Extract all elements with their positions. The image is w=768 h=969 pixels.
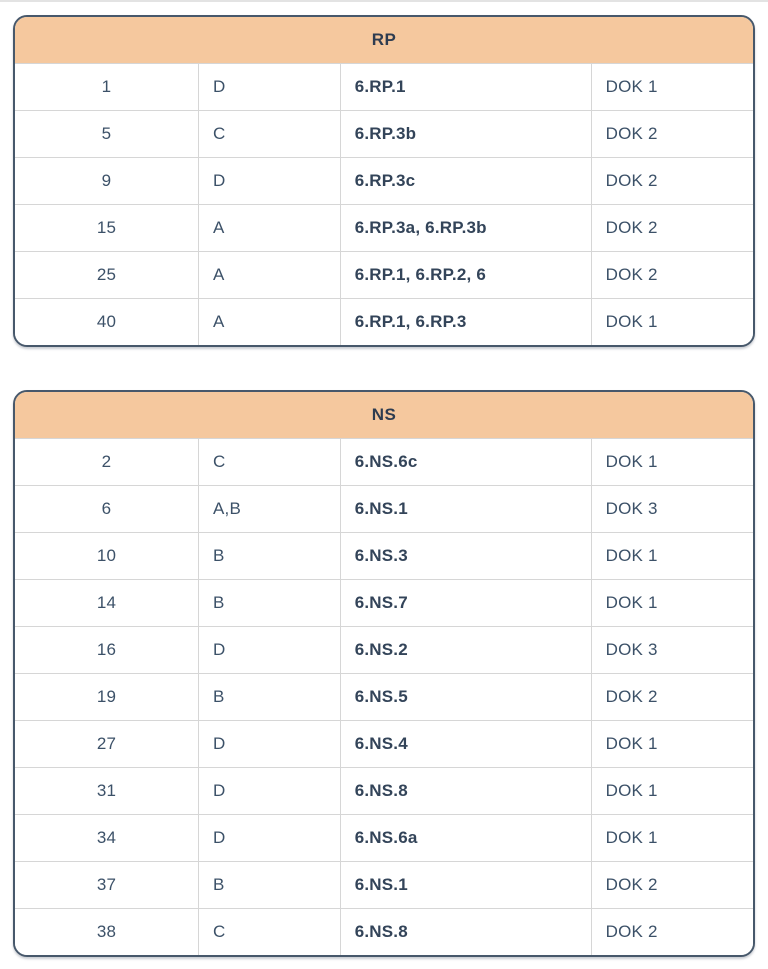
standard-code-cell: 6.RP.3b [339, 111, 591, 157]
question-number-cell: 14 [96, 593, 117, 612]
table-row: 31 D 6.NS.8 DOK 1 [15, 767, 753, 814]
answer-choice-cell: B [198, 674, 340, 720]
answer-choice-cell: A,B [198, 486, 340, 532]
dok-level-cell: DOK 2 [590, 909, 753, 955]
dok-level-cell: DOK 2 [590, 862, 753, 908]
answer-choice-cell: C [198, 439, 340, 485]
table-title: NS [15, 392, 753, 438]
standard-code-cell: 6.RP.1 [339, 64, 591, 110]
answer-choice-cell: C [198, 111, 340, 157]
standard-code-cell: 6.RP.3a, 6.RP.3b [339, 205, 591, 251]
answer-choice-cell: C [198, 909, 340, 955]
dok-level-cell: DOK 2 [590, 674, 753, 720]
table-row: 34 D 6.NS.6a DOK 1 [15, 814, 753, 861]
table-row: 40 A 6.RP.1, 6.RP.3 DOK 1 [15, 298, 753, 345]
answer-choice-cell: D [198, 815, 340, 861]
answer-choice-cell: D [198, 158, 340, 204]
table-row: 9 D 6.RP.3c DOK 2 [15, 157, 753, 204]
dok-level-cell: DOK 2 [590, 252, 753, 298]
standard-code-cell: 6.NS.8 [339, 768, 591, 814]
top-divider [0, 0, 768, 2]
dok-level-cell: DOK 3 [590, 486, 753, 532]
dok-level-cell: DOK 3 [590, 627, 753, 673]
question-number-cell: 38 [96, 922, 117, 941]
answer-choice-cell: B [198, 862, 340, 908]
question-number-cell: 31 [96, 781, 117, 800]
table-body: 1 D 6.RP.1 DOK 1 5 C 6.RP.3b DOK 2 9 D 6… [15, 63, 753, 345]
dok-level-cell: DOK 1 [590, 815, 753, 861]
standard-code-cell: 6.NS.5 [339, 674, 591, 720]
table-row: 27 D 6.NS.4 DOK 1 [15, 720, 753, 767]
standard-code-cell: 6.RP.1, 6.RP.3 [339, 299, 591, 345]
dok-level-cell: DOK 1 [590, 533, 753, 579]
dok-level-cell: DOK 1 [590, 299, 753, 345]
standard-table: NS 2 C 6.NS.6c DOK 1 6 A,B 6.NS.1 DOK 3 … [13, 390, 755, 957]
question-number-cell: 40 [96, 312, 117, 331]
table-body: 2 C 6.NS.6c DOK 1 6 A,B 6.NS.1 DOK 3 10 … [15, 438, 753, 955]
standard-code-cell: 6.NS.2 [339, 627, 591, 673]
answer-choice-cell: B [198, 580, 340, 626]
table-row: 14 B 6.NS.7 DOK 1 [15, 579, 753, 626]
dok-level-cell: DOK 1 [590, 439, 753, 485]
standard-code-cell: 6.NS.3 [339, 533, 591, 579]
question-number-cell: 9 [101, 171, 112, 190]
question-number-cell: 10 [96, 546, 117, 565]
answer-choice-cell: A [198, 205, 340, 251]
dok-level-cell: DOK 1 [590, 64, 753, 110]
table-row: 38 C 6.NS.8 DOK 2 [15, 908, 753, 955]
dok-level-cell: DOK 2 [590, 158, 753, 204]
standard-code-cell: 6.RP.3c [339, 158, 591, 204]
answer-choice-cell: D [198, 721, 340, 767]
table-row: 1 D 6.RP.1 DOK 1 [15, 63, 753, 110]
standard-code-cell: 6.NS.1 [339, 862, 591, 908]
table-row: 19 B 6.NS.5 DOK 2 [15, 673, 753, 720]
question-number-cell: 37 [96, 875, 117, 894]
question-number-cell: 19 [96, 687, 117, 706]
table-title: RP [15, 17, 753, 63]
question-number-cell: 5 [101, 124, 112, 143]
question-number-cell: 2 [101, 452, 112, 471]
answer-choice-cell: D [198, 64, 340, 110]
dok-level-cell: DOK 1 [590, 768, 753, 814]
standard-code-cell: 6.NS.7 [339, 580, 591, 626]
standard-code-cell: 6.NS.8 [339, 909, 591, 955]
standard-code-cell: 6.NS.6c [339, 439, 591, 485]
answer-choice-cell: D [198, 627, 340, 673]
question-number-cell: 16 [96, 640, 117, 659]
table-row: 16 D 6.NS.2 DOK 3 [15, 626, 753, 673]
answer-choice-cell: B [198, 533, 340, 579]
dok-level-cell: DOK 2 [590, 111, 753, 157]
question-number-cell: 1 [101, 77, 112, 96]
dok-level-cell: DOK 1 [590, 580, 753, 626]
table-row: 25 A 6.RP.1, 6.RP.2, 6 DOK 2 [15, 251, 753, 298]
dok-level-cell: DOK 2 [590, 205, 753, 251]
answer-choice-cell: A [198, 252, 340, 298]
question-number-cell: 6 [101, 499, 112, 518]
question-number-cell: 34 [96, 828, 117, 847]
question-number-cell: 25 [96, 265, 117, 284]
standard-code-cell: 6.RP.1, 6.RP.2, 6 [339, 252, 591, 298]
standard-code-cell: 6.NS.6a [339, 815, 591, 861]
standard-code-cell: 6.NS.4 [339, 721, 591, 767]
table-row: 10 B 6.NS.3 DOK 1 [15, 532, 753, 579]
standard-code-cell: 6.NS.1 [339, 486, 591, 532]
table-row: 5 C 6.RP.3b DOK 2 [15, 110, 753, 157]
question-number-cell: 27 [96, 734, 117, 753]
table-row: 15 A 6.RP.3a, 6.RP.3b DOK 2 [15, 204, 753, 251]
answer-choice-cell: A [198, 299, 340, 345]
standard-table: RP 1 D 6.RP.1 DOK 1 5 C 6.RP.3b DOK 2 9 … [13, 15, 755, 347]
dok-level-cell: DOK 1 [590, 721, 753, 767]
table-row: 6 A,B 6.NS.1 DOK 3 [15, 485, 753, 532]
table-row: 2 C 6.NS.6c DOK 1 [15, 438, 753, 485]
answer-choice-cell: D [198, 768, 340, 814]
table-row: 37 B 6.NS.1 DOK 2 [15, 861, 753, 908]
question-number-cell: 15 [96, 218, 117, 237]
